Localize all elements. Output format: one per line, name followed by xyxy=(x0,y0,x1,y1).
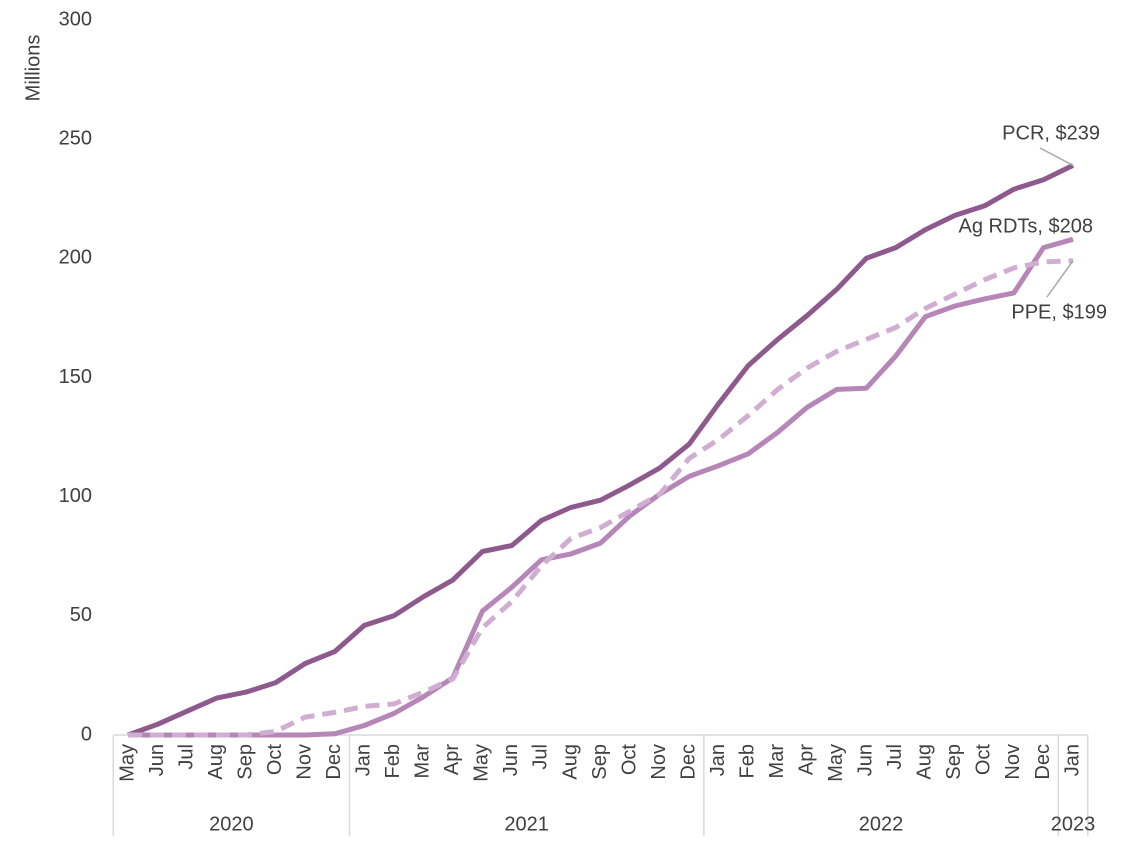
x-tick-label: May xyxy=(471,744,493,782)
x-tick-label: Dec xyxy=(1032,744,1054,780)
x-tick-label: Dec xyxy=(323,744,345,780)
x-tick-label: Jan xyxy=(707,744,729,776)
y-tick-label: 200 xyxy=(59,247,92,269)
x-tick-label: Mar xyxy=(412,744,434,779)
x-tick-label: Nov xyxy=(1002,744,1024,780)
y-axis-label: Millions xyxy=(22,35,44,102)
data-label: PCR, $239 xyxy=(1002,122,1100,144)
x-group-label: 2021 xyxy=(504,813,549,835)
x-tick-label: Dec xyxy=(677,744,699,780)
y-tick-label: 50 xyxy=(70,604,92,626)
x-tick-label: Aug xyxy=(914,744,936,780)
x-tick-label: Jan xyxy=(353,744,375,776)
x-tick-label: Feb xyxy=(736,744,758,778)
data-label: PPE, $199 xyxy=(1011,301,1107,323)
x-tick-label: Jul xyxy=(175,744,197,770)
x-tick-label: Jun xyxy=(500,744,522,776)
x-tick-label: Mar xyxy=(766,744,788,779)
x-tick-label: Jan xyxy=(1061,744,1083,776)
leader-line xyxy=(1039,147,1074,167)
y-tick-label: 100 xyxy=(59,485,92,507)
y-tick-label: 0 xyxy=(81,723,92,745)
x-tick-label: Nov xyxy=(648,744,670,780)
x-tick-label: Apr xyxy=(796,744,818,775)
x-group-label: 2022 xyxy=(859,813,904,835)
x-group-label: 2023 xyxy=(1051,813,1096,835)
x-tick-label: Jun xyxy=(855,744,877,776)
y-tick-label: 150 xyxy=(59,366,92,388)
x-group-label: 2020 xyxy=(209,813,254,835)
y-tick-label: 250 xyxy=(59,127,92,149)
x-tick-label: Jul xyxy=(884,744,906,770)
x-tick-label: Aug xyxy=(205,744,227,780)
x-tick-label: Apr xyxy=(441,744,463,775)
series-line xyxy=(128,236,1074,738)
leader-line xyxy=(1046,260,1074,298)
x-tick-label: Feb xyxy=(382,744,404,778)
data-label: Ag RDTs, $208 xyxy=(958,215,1093,237)
x-tick-label: Aug xyxy=(559,744,581,780)
x-tick-label: May xyxy=(116,744,138,782)
x-tick-label: Oct xyxy=(264,744,286,776)
x-tick-label: Nov xyxy=(293,744,315,780)
x-tick-label: Jun xyxy=(146,744,168,776)
x-tick-label: Sep xyxy=(589,744,611,780)
x-tick-label: Oct xyxy=(973,744,995,776)
y-tick-label: 300 xyxy=(59,8,92,30)
x-tick-label: Jul xyxy=(530,744,552,770)
series-line xyxy=(128,258,1074,738)
x-tick-label: Sep xyxy=(234,744,256,780)
series-line xyxy=(127,163,1075,738)
x-tick-label: May xyxy=(825,744,847,782)
x-tick-label: Oct xyxy=(618,744,640,776)
x-tick-label: Sep xyxy=(943,744,965,780)
